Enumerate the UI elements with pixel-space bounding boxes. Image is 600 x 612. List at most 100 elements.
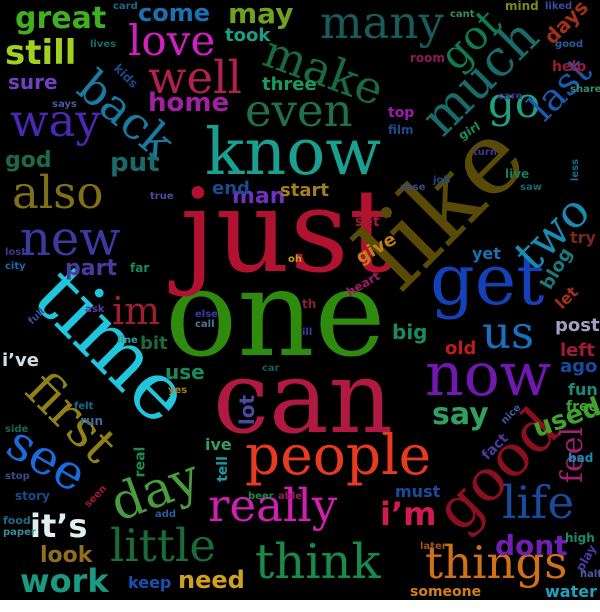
word-yes: yes [168, 385, 188, 396]
word-lost: lost [5, 247, 27, 258]
word-side: side [5, 424, 29, 435]
word-know: know [205, 115, 382, 190]
word-high: high [565, 531, 595, 545]
word-left: left [560, 340, 595, 361]
word-story: story [15, 489, 50, 503]
word-took: took [225, 25, 271, 46]
word-ive: ive [205, 435, 232, 454]
word-us: us [482, 306, 535, 359]
word-end: end [212, 178, 250, 199]
word-many: many [320, 0, 444, 49]
word-little: little [110, 519, 216, 572]
word-great: great [15, 1, 107, 36]
word-beer: beer [248, 491, 274, 502]
word-god: god [5, 148, 52, 173]
word-felt: felt [74, 401, 94, 412]
word-stop: stop [5, 471, 30, 482]
word-line: line [117, 335, 138, 346]
word-lives: lives [90, 39, 117, 50]
word-things: things [425, 536, 568, 589]
word-real: real [132, 446, 149, 478]
word-oh: oh [288, 254, 302, 265]
word-use: use [165, 360, 205, 384]
word-top: top [388, 105, 415, 121]
word-card: card [113, 1, 138, 12]
word-go: go [488, 78, 541, 127]
word-work: work [20, 562, 109, 600]
word-man: man [232, 184, 286, 209]
word-get: get [430, 239, 545, 321]
word-new: new [20, 211, 121, 267]
word-sure: sure [8, 70, 58, 94]
word-look: look [40, 543, 93, 568]
word-people: people [245, 423, 432, 487]
word-turn: turn [473, 147, 497, 158]
word-good-small: good [555, 39, 584, 50]
word-ive-curly: i’ve [2, 350, 39, 371]
word-big: big [392, 320, 428, 344]
word-saw: saw [520, 182, 542, 193]
word-someone: someone [410, 584, 482, 600]
word-seen: seen [82, 483, 110, 510]
word-dont: dont [495, 529, 568, 562]
word-true: true [150, 191, 174, 202]
word-less: less [570, 158, 582, 182]
word-job: job [433, 175, 451, 186]
word-bit: bit [140, 333, 168, 354]
word-set: set [355, 214, 380, 230]
word-ask: ask [85, 304, 105, 315]
word-mind: mind [505, 0, 539, 13]
word-th: th [302, 297, 317, 311]
word-water: water [545, 582, 597, 600]
word-far: far [130, 261, 150, 275]
word-free: free [566, 399, 598, 415]
word-cant: cant [450, 9, 475, 20]
word-keep: keep [128, 573, 172, 592]
word-care: care [498, 91, 523, 102]
word-film: film [388, 123, 414, 137]
word-else: else [195, 309, 218, 320]
word-just: just [180, 165, 395, 299]
word-half: half [580, 569, 600, 580]
word-bad: bad [568, 451, 594, 465]
word-really: really [208, 479, 338, 532]
word-think: think [255, 534, 381, 590]
word-love: love [128, 16, 216, 65]
word-post: post [555, 315, 600, 336]
word-live: live [505, 167, 530, 181]
word-life: life [502, 476, 575, 529]
word-help: help [552, 59, 587, 75]
word-ago: ago [560, 356, 598, 377]
word-put: put [110, 148, 160, 178]
word-also: also [12, 166, 104, 219]
word-car: car [262, 363, 280, 374]
word-may: may [228, 0, 294, 30]
word-start: start [280, 180, 329, 201]
word-home: home [148, 88, 230, 118]
word-add: add [155, 509, 177, 520]
word-still: still [5, 33, 77, 73]
word-way: way [10, 94, 101, 147]
word-city: city [5, 261, 26, 272]
word-its: it’s [30, 507, 88, 545]
word-fun: fun [568, 380, 598, 399]
word-now: now [425, 340, 552, 410]
word-says: says [52, 99, 77, 110]
word-must: must [395, 482, 441, 501]
word-liked: liked [545, 1, 573, 12]
word-try: try [570, 228, 596, 247]
word-able: able [278, 491, 303, 502]
word-old: old [445, 338, 477, 359]
word-three: three [262, 74, 317, 95]
word-well: well [148, 51, 242, 104]
word-later: later [420, 541, 447, 552]
word-lot: lot [235, 394, 260, 426]
word-part: part [65, 256, 117, 281]
word-im-curly: i’m [380, 495, 437, 533]
word-even: even [245, 84, 353, 137]
word-one: one [165, 245, 386, 384]
word-room: room [410, 51, 445, 65]
word-yet: yet [472, 244, 501, 263]
word-share: share [570, 84, 600, 95]
